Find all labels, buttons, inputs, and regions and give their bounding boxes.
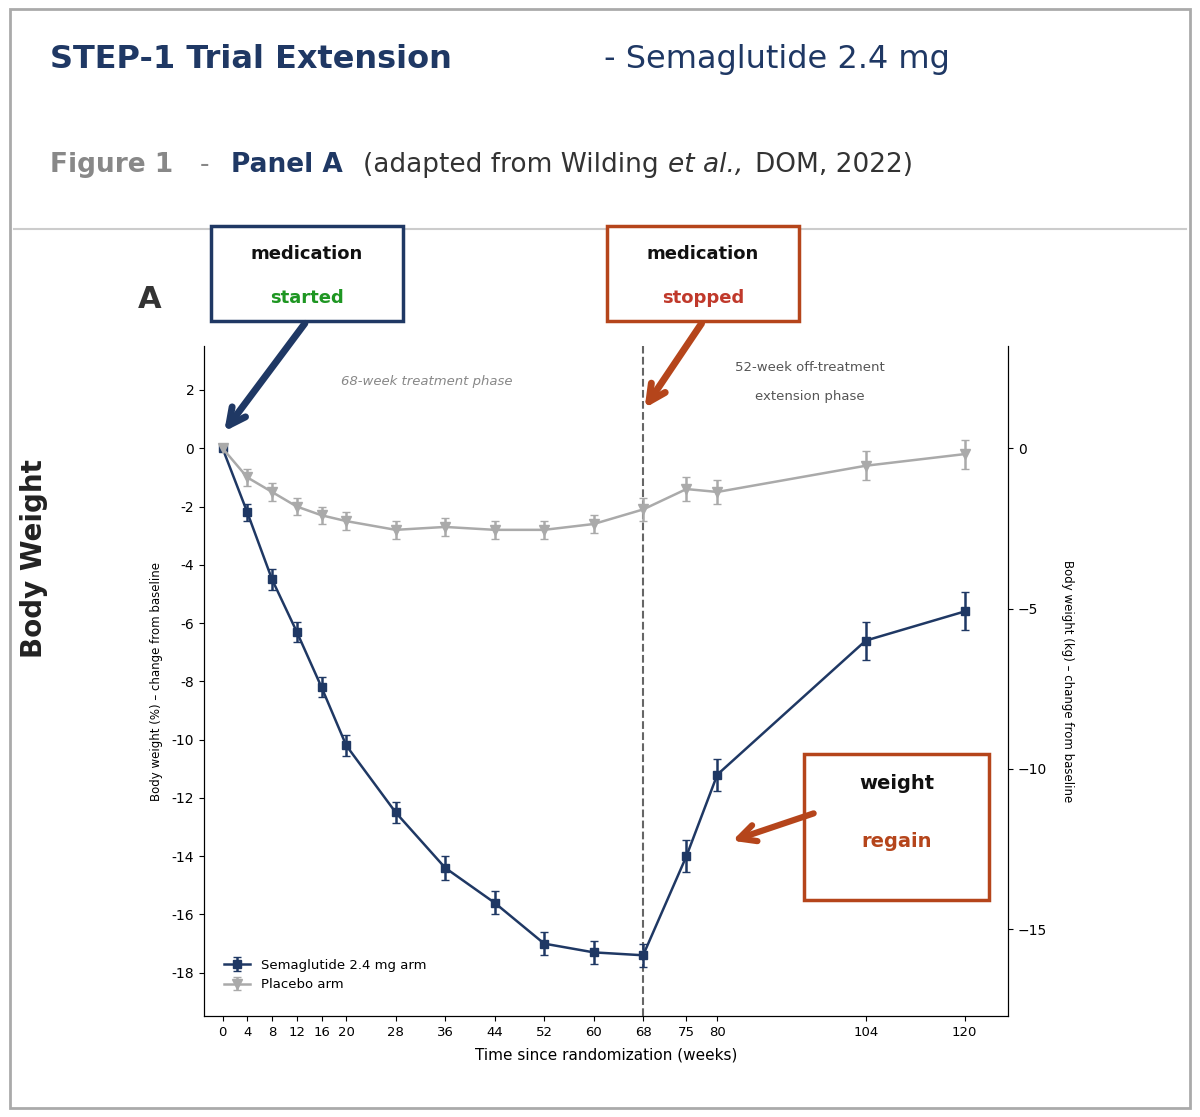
Text: STEP-1 Trial Extension: STEP-1 Trial Extension xyxy=(49,44,451,75)
Text: Panel A: Panel A xyxy=(232,152,343,178)
Text: medication: medication xyxy=(251,245,362,262)
Text: (adapted from Wilding: (adapted from Wilding xyxy=(364,152,659,178)
Text: et al.,: et al., xyxy=(668,152,743,178)
Text: Body Weight: Body Weight xyxy=(19,459,48,658)
FancyBboxPatch shape xyxy=(804,754,990,900)
Legend: Semaglutide 2.4 mg arm, Placebo arm: Semaglutide 2.4 mg arm, Placebo arm xyxy=(218,953,432,996)
Y-axis label: Body weight (kg) – change from baseline: Body weight (kg) – change from baseline xyxy=(1061,561,1074,802)
Text: started: started xyxy=(270,289,343,307)
X-axis label: Time since randomization (weeks): Time since randomization (weeks) xyxy=(475,1048,737,1062)
Y-axis label: Body weight (%) – change from baseline: Body weight (%) – change from baseline xyxy=(150,562,163,801)
Text: regain: regain xyxy=(862,832,932,851)
Text: extension phase: extension phase xyxy=(755,390,865,403)
Text: medication: medication xyxy=(647,245,760,262)
Text: stopped: stopped xyxy=(662,289,744,307)
Text: 68-week treatment phase: 68-week treatment phase xyxy=(341,375,512,389)
Text: weight: weight xyxy=(859,774,935,793)
Text: Figure 1: Figure 1 xyxy=(49,152,173,178)
Text: DOM, 2022): DOM, 2022) xyxy=(755,152,912,178)
Text: -: - xyxy=(199,152,209,178)
Text: - Semaglutide 2.4 mg: - Semaglutide 2.4 mg xyxy=(594,44,950,75)
Text: A: A xyxy=(138,285,162,314)
Text: 52-week off-treatment: 52-week off-treatment xyxy=(736,361,884,374)
